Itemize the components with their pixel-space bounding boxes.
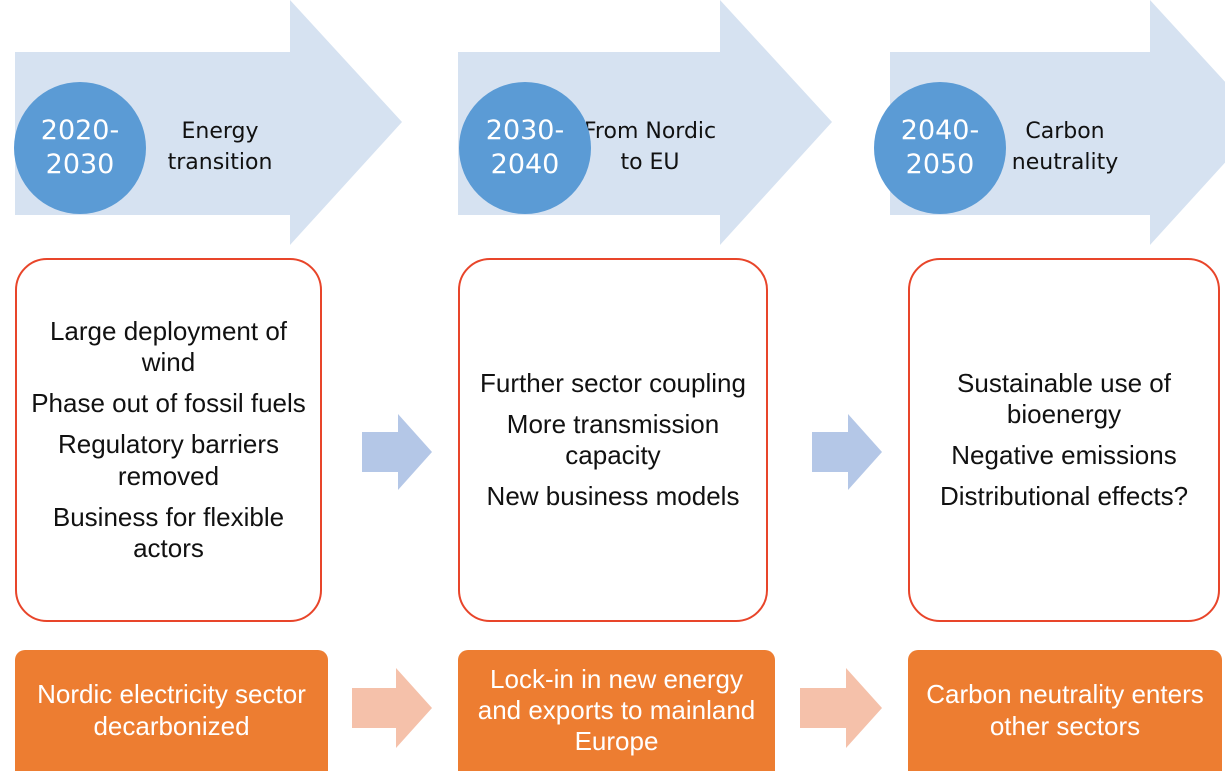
title-line: neutrality — [1011, 150, 1119, 175]
item-text: Phase out of fossil fuels — [31, 388, 306, 419]
period-line: 2040- — [900, 115, 980, 147]
phase-title: Carbon neutrality — [995, 100, 1135, 196]
outcome-box: Lock-in in new energy and exports to mai… — [458, 650, 775, 771]
item-text: Distributional effects? — [939, 481, 1189, 512]
period-line: 2050 — [905, 149, 975, 180]
item-box: Large deployment of wind Phase out of fos… — [15, 258, 322, 622]
period-line: 2040 — [490, 149, 560, 180]
item-box: Sustainable use of bioenergy Negative emi… — [908, 258, 1220, 622]
outcome-box: Nordic electricity sector decarbonized — [15, 650, 328, 771]
item-text: Large deployment of wind — [49, 315, 288, 378]
item-box: Further sector coupling More transmission… — [458, 258, 768, 622]
phase-title: From Nordic to EU — [560, 100, 740, 196]
title-line: transition — [167, 150, 273, 175]
step-arrow — [362, 414, 432, 490]
period-circle: 2030- 2040 — [459, 82, 591, 214]
step-arrow — [812, 414, 882, 490]
period-circle: 2040- 2050 — [874, 82, 1006, 214]
step-arrow — [800, 668, 882, 748]
title-line: Energy — [181, 119, 259, 145]
title-line: to EU — [620, 150, 680, 175]
outcome-box: Carbon neutrality enters other sectors — [908, 650, 1222, 771]
item-text: More transmission capacity — [506, 408, 720, 470]
title-line: Carbon — [1025, 119, 1105, 145]
step-arrow — [352, 668, 432, 748]
item-text: Business for flexible actors — [52, 501, 285, 563]
item-text: Further sector coupling — [480, 367, 746, 398]
period-line: 2030 — [45, 149, 115, 180]
phase-title: Energy transition — [145, 100, 295, 196]
title-line: From Nordic — [583, 119, 717, 145]
period-line: 2020- — [40, 115, 120, 147]
item-text: Negative emissions — [951, 440, 1177, 470]
period-line: 2030- — [485, 115, 565, 147]
period-circle: 2020- 2030 — [14, 82, 146, 214]
item-text: Regulatory barriers removed — [57, 429, 280, 491]
item-text: New business models — [486, 481, 740, 512]
item-text: Sustainable use of bioenergy — [957, 367, 1171, 429]
